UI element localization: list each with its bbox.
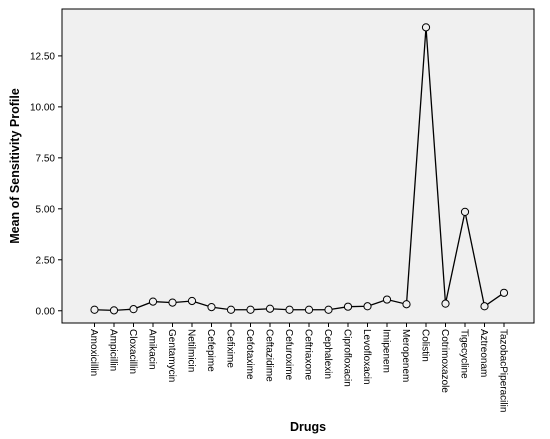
- x-tick-label: Aztreonam: [478, 329, 489, 377]
- data-point: [187, 296, 197, 306]
- x-tick-label: Ceftazidime: [264, 329, 275, 382]
- x-tick-label: Cotrimoxazole: [439, 329, 450, 393]
- y-tick-label: 0.00: [36, 306, 56, 317]
- data-point: [90, 305, 99, 314]
- x-axis: Amoxicillin Ampicillin Cloxacillin Amikacin…: [88, 323, 509, 412]
- data-point: [207, 302, 216, 312]
- x-tick-label: Netilmicin: [186, 329, 197, 372]
- data-point: [421, 23, 431, 32]
- data-point: [441, 299, 450, 308]
- data-point: [499, 288, 509, 297]
- y-tick-label: 5.00: [36, 204, 56, 215]
- x-tick-label: Ampicillin: [108, 329, 119, 371]
- x-tick-label: Ceftriaxone: [303, 329, 314, 381]
- x-tick-label: Cefotaxime: [244, 329, 255, 380]
- y-tick-label: 10.00: [30, 102, 55, 113]
- data-point: [246, 305, 255, 314]
- x-tick-label: Cefixime: [225, 329, 236, 368]
- x-tick-label: Cloxacillin: [127, 329, 138, 374]
- data-point: [363, 302, 372, 311]
- data-point: [343, 302, 353, 311]
- y-axis: 0.00 2.50 5.00 7.50 10.00 12.50: [30, 51, 62, 317]
- y-tick-label: 12.50: [30, 51, 55, 62]
- x-tick-label: Cephalexin: [322, 329, 333, 379]
- x-tick-label: Ciprofloxacin: [342, 329, 353, 387]
- x-tick-label: Levofloxacin: [361, 329, 372, 385]
- y-tick-label: 2.50: [36, 255, 56, 266]
- data-point: [285, 305, 294, 314]
- data-point: [324, 305, 333, 314]
- plot-area: [61, 8, 535, 324]
- x-tick-label: Cefuroxime: [283, 329, 294, 381]
- data-points: [90, 23, 509, 315]
- x-tick-label: Imipenem: [381, 329, 392, 373]
- x-tick-label: Meropenem: [400, 329, 411, 382]
- x-tick-label: TazobacPiperacilin: [498, 329, 509, 412]
- data-point: [148, 297, 158, 306]
- x-axis-title: Drugs: [290, 420, 326, 434]
- data-point: [226, 305, 236, 314]
- data-point: [109, 306, 119, 315]
- data-point: [129, 305, 138, 314]
- x-tick-label: Cefepime: [205, 329, 216, 372]
- y-tick-label: 7.50: [36, 153, 56, 164]
- data-point: [460, 207, 470, 216]
- series-line: [94, 27, 505, 312]
- data-point: [168, 298, 177, 307]
- data-point: [382, 295, 392, 304]
- data-point: [402, 300, 411, 309]
- data-point: [480, 302, 489, 311]
- x-tick-label: Tigecycline: [459, 329, 470, 379]
- data-point: [265, 304, 275, 313]
- data-point: [304, 305, 314, 314]
- x-tick-label: Colistin: [420, 329, 431, 362]
- x-tick-label: Amikacin: [147, 329, 158, 370]
- x-tick-label: Amoxicillin: [88, 329, 99, 376]
- y-axis-title: Mean of Sensitivity Profile: [8, 88, 22, 244]
- x-tick-label: Gentamycin: [166, 329, 177, 382]
